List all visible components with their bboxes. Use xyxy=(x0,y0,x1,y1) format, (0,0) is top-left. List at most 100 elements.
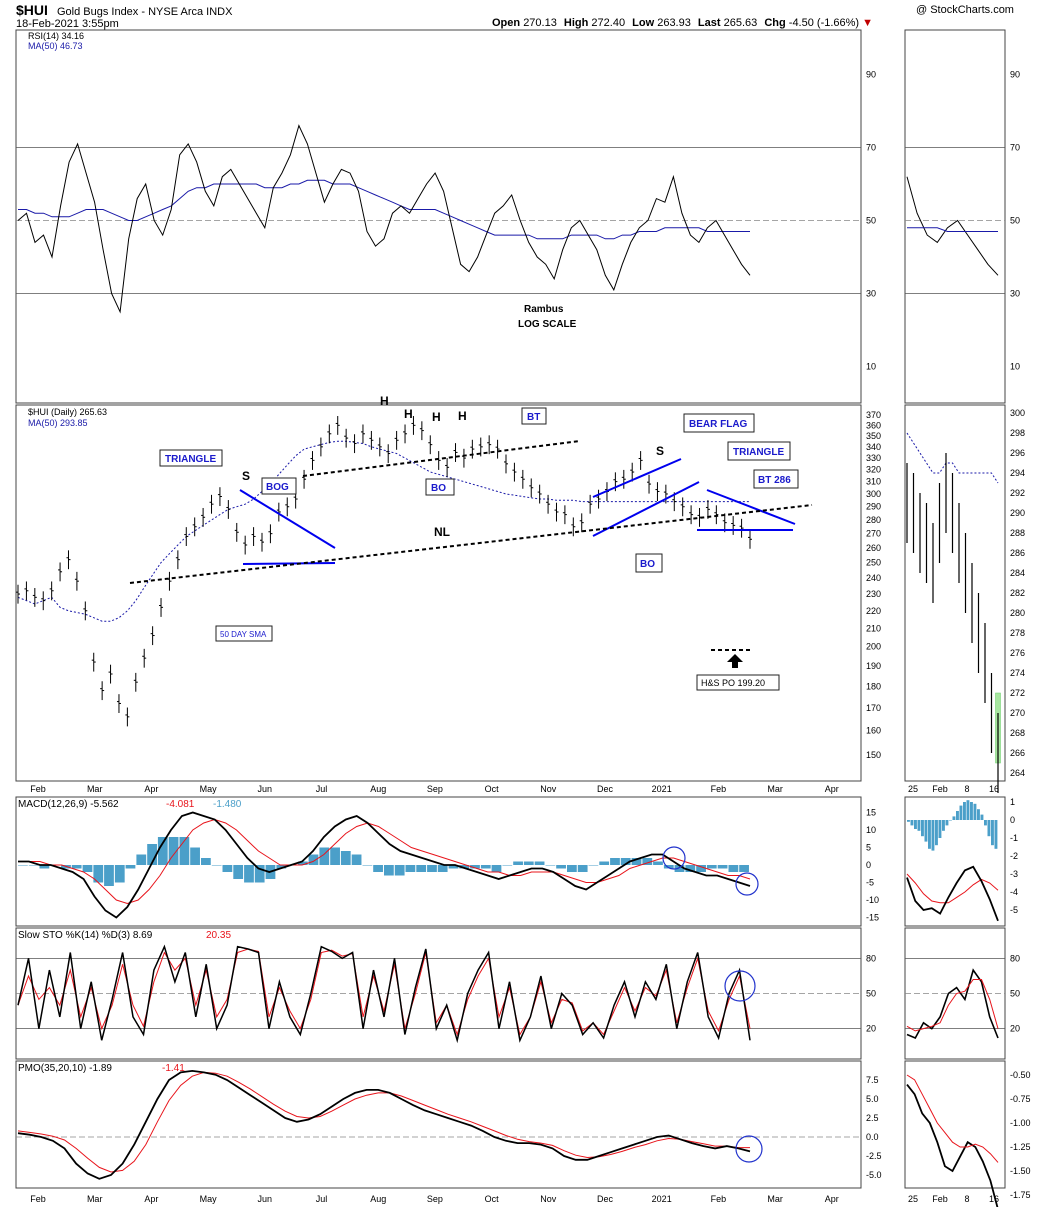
open-label: Open xyxy=(492,17,521,29)
series-layer xyxy=(16,124,1001,1207)
inset-sto-d-line xyxy=(906,979,999,1032)
inset-macd-histogram-bar xyxy=(994,820,998,849)
h1-text: H xyxy=(380,394,389,408)
macd-histogram-bar xyxy=(179,837,190,865)
macd-histogram-bar xyxy=(620,858,631,865)
pmo-x-label: Nov xyxy=(540,1194,557,1204)
inset-macd-histogram-bar xyxy=(963,802,966,820)
panel-frames xyxy=(15,29,1006,1189)
macd-histogram-bar xyxy=(373,865,383,872)
price-tick-label: 150 xyxy=(866,750,881,760)
rsi-legend: RSI(14) 34.16 MA(50) 46.73 xyxy=(28,31,84,51)
pmo-x-label: Oct xyxy=(485,1194,500,1204)
price-tick-label: 300 xyxy=(866,489,881,499)
sto-circle xyxy=(724,970,756,1002)
inset-rsi-ma-line xyxy=(907,227,998,232)
rsi-tick-label: 50 xyxy=(866,216,876,226)
price-tick-label: 210 xyxy=(866,623,881,633)
bt-1-box xyxy=(521,407,547,425)
chg-value: -4.50 (-1.66%) xyxy=(788,17,860,29)
inset-macd-frame xyxy=(904,796,1006,927)
sto-tick-label: 80 xyxy=(866,953,876,963)
price-legend: $HUI (Daily) 265.63 MA(50) 293.85 xyxy=(28,407,107,428)
sto-k-line xyxy=(17,944,751,1044)
inset-price-tick-label: 296 xyxy=(1010,448,1025,458)
price-tick-label: 280 xyxy=(866,515,881,525)
inset-macd-histogram-bar xyxy=(977,809,980,820)
macd-histogram-bar xyxy=(340,851,351,865)
macd-histogram-bar xyxy=(610,858,620,865)
inset-macd-histogram-bar xyxy=(952,816,956,820)
inset-macd-histogram-bar xyxy=(921,820,924,837)
sto-d-line xyxy=(17,948,751,1037)
macd-histogram-bar xyxy=(39,865,50,869)
macd-histogram-bar xyxy=(534,861,545,865)
inset-macd-histogram-bar xyxy=(945,820,949,826)
inset-price-tick-label: 268 xyxy=(1010,728,1025,738)
macd-legend-main: MACD(12,26,9) -5.562 xyxy=(18,799,119,810)
bo-1-box xyxy=(425,478,455,496)
inset-pmo-tick-label: -1.50 xyxy=(1010,1166,1031,1176)
price-x-label: Oct xyxy=(485,784,500,794)
rsi-tick-label: 10 xyxy=(866,362,876,372)
inset-macd-tick-label: 0 xyxy=(1010,815,1015,825)
macd-histogram-bar xyxy=(459,865,470,869)
inset-price-tick-label: 282 xyxy=(1010,588,1025,598)
high-label: High xyxy=(563,17,589,29)
inset-price-frame xyxy=(904,404,1006,782)
macd-line xyxy=(18,811,751,919)
black-trendlines xyxy=(129,440,813,651)
inset-price-tick-label: 298 xyxy=(1010,428,1025,438)
inset-price-tick-label: 274 xyxy=(1010,668,1025,678)
up-arrow-icon xyxy=(727,654,743,668)
pmo-panel-frame xyxy=(15,1060,862,1189)
price-tick-label: 200 xyxy=(866,642,881,652)
macd-histogram-bar xyxy=(168,837,179,865)
price-tick-label: 170 xyxy=(866,703,881,713)
pmo-tick-label: -5.0 xyxy=(866,1170,882,1180)
macd-legend-hist: -1.480 xyxy=(213,799,242,810)
h2-text: H xyxy=(404,407,413,421)
price-tick-label: 240 xyxy=(866,573,881,583)
pmo-legend-main: PMO(35,20,10) -1.89 xyxy=(18,1063,112,1074)
inset-macd-histogram-bar xyxy=(942,820,945,831)
bt-286-text: BT 286 xyxy=(758,475,791,486)
pmo-tick-label: 7.5 xyxy=(866,1075,879,1085)
pmo-x-label: May xyxy=(200,1194,218,1204)
bo-2-box xyxy=(635,553,663,573)
h4-text: H xyxy=(458,409,467,423)
macd-histogram-bar xyxy=(233,865,244,879)
price-tick-label: 350 xyxy=(866,431,881,441)
macd-panel-frame xyxy=(15,796,862,927)
macd-histogram-bar xyxy=(82,865,93,872)
hs-po-text: H&S PO 199.20 xyxy=(701,678,765,688)
pmo-x-label: Aug xyxy=(370,1194,386,1204)
inset-macd-histogram-bar xyxy=(980,814,984,820)
inset-rsi-tick-label: 70 xyxy=(1010,143,1020,153)
macd-histogram-bar xyxy=(308,854,319,865)
price-tick-label: 330 xyxy=(866,453,881,463)
price-legend-ma: MA(50) 293.85 xyxy=(28,418,88,428)
inset-pmo-tick-label: -1.25 xyxy=(1010,1142,1031,1152)
pmo-signal-line xyxy=(17,1071,750,1173)
open-value: 270.13 xyxy=(523,17,557,29)
inset-macd-histogram-bar xyxy=(910,820,914,826)
inset-macd-histogram-bar xyxy=(928,820,931,849)
price-x-label: Aug xyxy=(370,784,386,794)
macd-tick-label: 5 xyxy=(866,843,871,853)
pmo-x-label: Dec xyxy=(597,1194,614,1204)
rsi-tick-label: 30 xyxy=(866,289,876,299)
macd-histogram-bar xyxy=(319,847,330,865)
price-tick-label: 220 xyxy=(866,606,881,616)
inset-pmo-tick-label: -0.75 xyxy=(1010,1094,1031,1104)
price-panel-frame xyxy=(15,404,862,782)
macd-circle-1 xyxy=(662,846,686,870)
rambus-label: Rambus xyxy=(524,304,564,315)
inset-macd-histogram-bar xyxy=(959,805,963,820)
inset-price-tick-label: 290 xyxy=(1010,508,1025,518)
macd-legend-signal: -4.081 xyxy=(166,799,195,810)
head-trendline xyxy=(302,440,581,477)
macd-histogram-bar xyxy=(728,865,739,872)
macd-histogram-bar xyxy=(416,865,427,872)
macd-histogram-bar xyxy=(491,865,502,872)
